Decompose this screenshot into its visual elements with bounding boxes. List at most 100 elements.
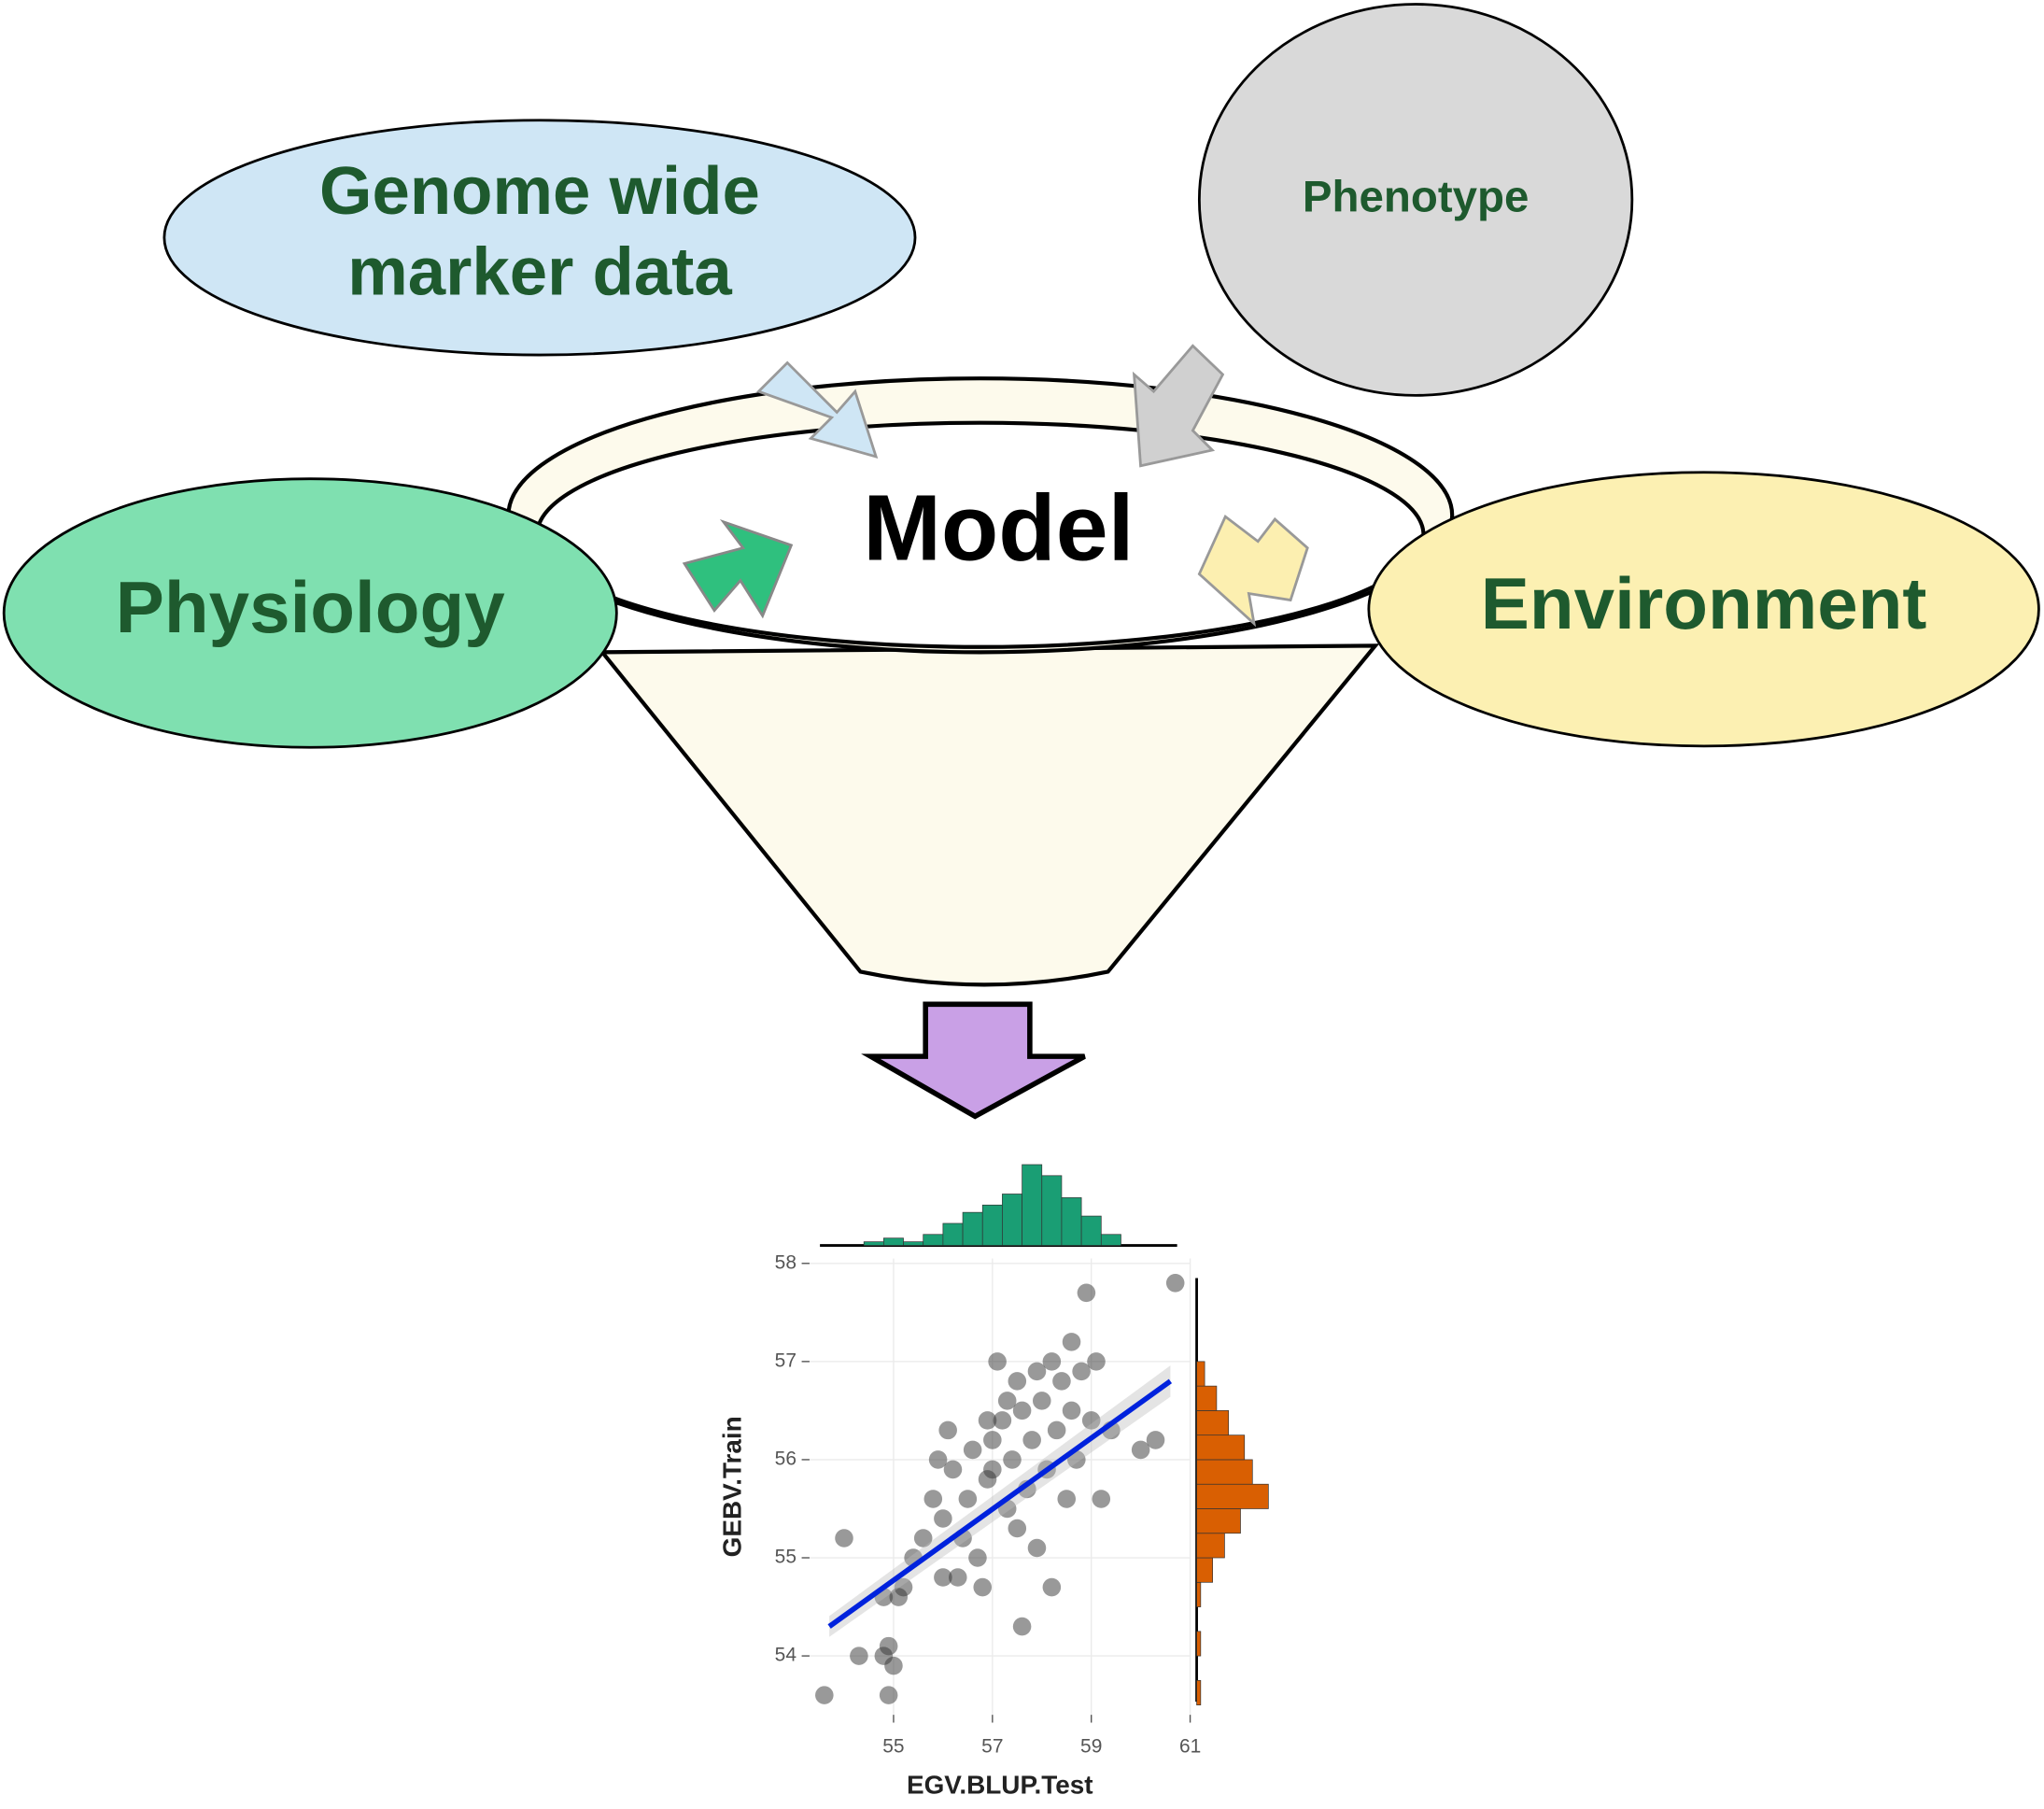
point	[928, 1450, 948, 1469]
point	[913, 1529, 933, 1548]
point	[978, 1411, 997, 1430]
point	[884, 1656, 903, 1675]
histogram-bar	[1196, 1385, 1218, 1411]
physiology-ellipse	[2, 477, 618, 749]
point	[973, 1577, 993, 1597]
point	[1052, 1372, 1071, 1391]
arrow	[1132, 344, 1225, 468]
point	[879, 1686, 898, 1704]
y-axis-label: GEBV.Train	[717, 1416, 746, 1557]
point	[948, 1568, 967, 1587]
point	[1047, 1420, 1066, 1440]
histogram-bar	[1196, 1459, 1253, 1485]
point	[983, 1460, 1002, 1479]
histogram-bar	[923, 1234, 944, 1246]
point	[1092, 1490, 1111, 1508]
point	[938, 1420, 957, 1440]
histogram-bar	[1080, 1215, 1102, 1246]
y-tick-label: 57	[775, 1350, 796, 1371]
point	[1003, 1450, 1022, 1469]
point	[1057, 1490, 1077, 1508]
histogram-bar	[1196, 1680, 1202, 1705]
x-tick-label: 57	[981, 1736, 1003, 1758]
point	[1146, 1431, 1165, 1449]
point	[1008, 1372, 1027, 1391]
point	[1012, 1401, 1032, 1420]
histogram-bar	[1041, 1175, 1063, 1246]
node-label: Phenotype	[1303, 172, 1529, 221]
x-tick-label: 55	[882, 1736, 904, 1758]
histogram-bar	[1061, 1197, 1082, 1246]
histogram-bar	[1196, 1508, 1241, 1534]
histogram-bar	[1196, 1434, 1246, 1461]
arrow	[682, 518, 794, 619]
y-tick-label: 55	[775, 1547, 796, 1568]
point	[983, 1431, 1002, 1449]
histogram-bar	[981, 1204, 1003, 1246]
y-tick-label: 58	[775, 1251, 796, 1273]
point	[1027, 1362, 1047, 1381]
arrow	[1197, 515, 1309, 628]
point	[1165, 1274, 1185, 1293]
y-tick-label: 56	[775, 1448, 796, 1469]
node-label: Physiology	[116, 566, 505, 648]
x-axis-label: EGV.BLUP.Test	[907, 1770, 1093, 1799]
phenotype-circle	[1197, 3, 1634, 397]
histogram-bar	[942, 1222, 964, 1246]
point	[988, 1352, 1007, 1371]
histogram-bar	[1002, 1194, 1022, 1246]
funnel	[506, 376, 1455, 987]
node-label: marker data	[347, 233, 732, 309]
point	[850, 1646, 868, 1665]
point	[968, 1548, 987, 1567]
point	[1042, 1352, 1062, 1371]
point	[997, 1392, 1017, 1410]
histogram-bar	[1022, 1164, 1043, 1246]
point	[1077, 1283, 1096, 1303]
histogram-bar	[883, 1237, 904, 1246]
point	[835, 1529, 853, 1548]
trend-line	[827, 1378, 1173, 1629]
environment-ellipse	[1367, 471, 2040, 748]
point	[1062, 1333, 1081, 1351]
histogram-bar	[863, 1241, 884, 1246]
arrow	[755, 360, 879, 459]
point	[1081, 1411, 1101, 1430]
point	[934, 1509, 952, 1528]
down-arrow	[861, 1001, 1086, 1120]
point	[1022, 1431, 1041, 1449]
model-label: Model	[863, 475, 1134, 580]
point	[1012, 1617, 1032, 1636]
histogram-bar	[1100, 1234, 1121, 1246]
scatter-chart: 55 57 59 61 54 55 56 57 58 EGV.BLUP.Test GEBV.Trai…	[717, 1164, 1269, 1799]
point	[958, 1490, 978, 1508]
point	[1008, 1519, 1027, 1538]
point	[815, 1686, 834, 1704]
point	[1027, 1538, 1047, 1558]
x-tick-label: 59	[1080, 1736, 1102, 1758]
point	[1042, 1577, 1062, 1597]
point	[894, 1577, 913, 1597]
point	[1131, 1440, 1150, 1460]
point	[923, 1490, 943, 1508]
histogram-bar	[1196, 1631, 1202, 1657]
histogram-bar	[1196, 1557, 1213, 1583]
histogram-bar	[903, 1241, 924, 1246]
y-tick-label: 54	[775, 1645, 797, 1666]
point	[1062, 1401, 1081, 1420]
plot-area	[809, 1258, 1191, 1716]
histogram-bar	[1196, 1533, 1225, 1559]
histogram-bar	[1196, 1581, 1202, 1607]
point	[934, 1568, 952, 1587]
node-label: Genome wide	[319, 153, 760, 229]
point	[1087, 1352, 1106, 1371]
genome-ellipse	[162, 119, 917, 357]
point	[993, 1411, 1012, 1430]
point	[963, 1440, 982, 1460]
node-label: Environment	[1481, 562, 1927, 644]
histogram-bar	[962, 1211, 983, 1246]
histogram-bar	[1196, 1410, 1230, 1436]
point	[943, 1460, 963, 1479]
histogram-bar	[1196, 1361, 1205, 1387]
